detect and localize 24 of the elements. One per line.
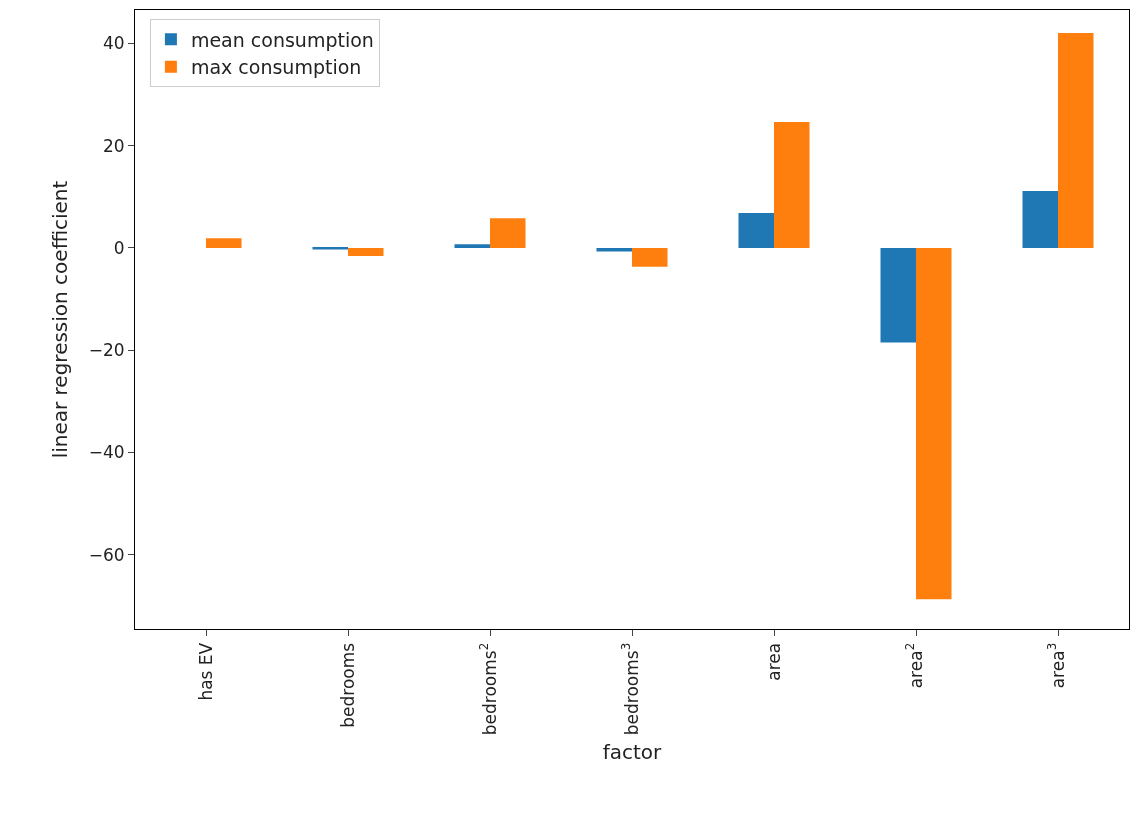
x-axis-title: factor	[602, 739, 663, 764]
bar	[1022, 191, 1058, 248]
bar	[880, 247, 916, 343]
bar	[738, 213, 774, 248]
x-tick-label: has EV	[195, 642, 216, 701]
bar	[632, 247, 668, 267]
y-tick-label: −40	[88, 442, 125, 463]
bar	[774, 122, 810, 248]
y-tick-label: −20	[88, 340, 125, 361]
y-axis-title: linear regression coefficient	[48, 180, 73, 459]
y-tick-label: 40	[102, 33, 125, 54]
bar	[490, 218, 526, 248]
y-tick-label: 0	[113, 237, 125, 258]
x-tick-label: area	[763, 642, 784, 681]
bar	[1058, 33, 1094, 248]
y-tick-label: −60	[88, 544, 125, 565]
bar	[348, 247, 384, 257]
bar	[916, 247, 952, 600]
legend-label: max consumption	[190, 56, 362, 79]
y-tick-label: 20	[102, 135, 125, 156]
bar	[206, 238, 242, 248]
bar	[454, 244, 490, 248]
legend-label: mean consumption	[190, 28, 374, 51]
x-tick-label: bedrooms	[337, 642, 358, 728]
